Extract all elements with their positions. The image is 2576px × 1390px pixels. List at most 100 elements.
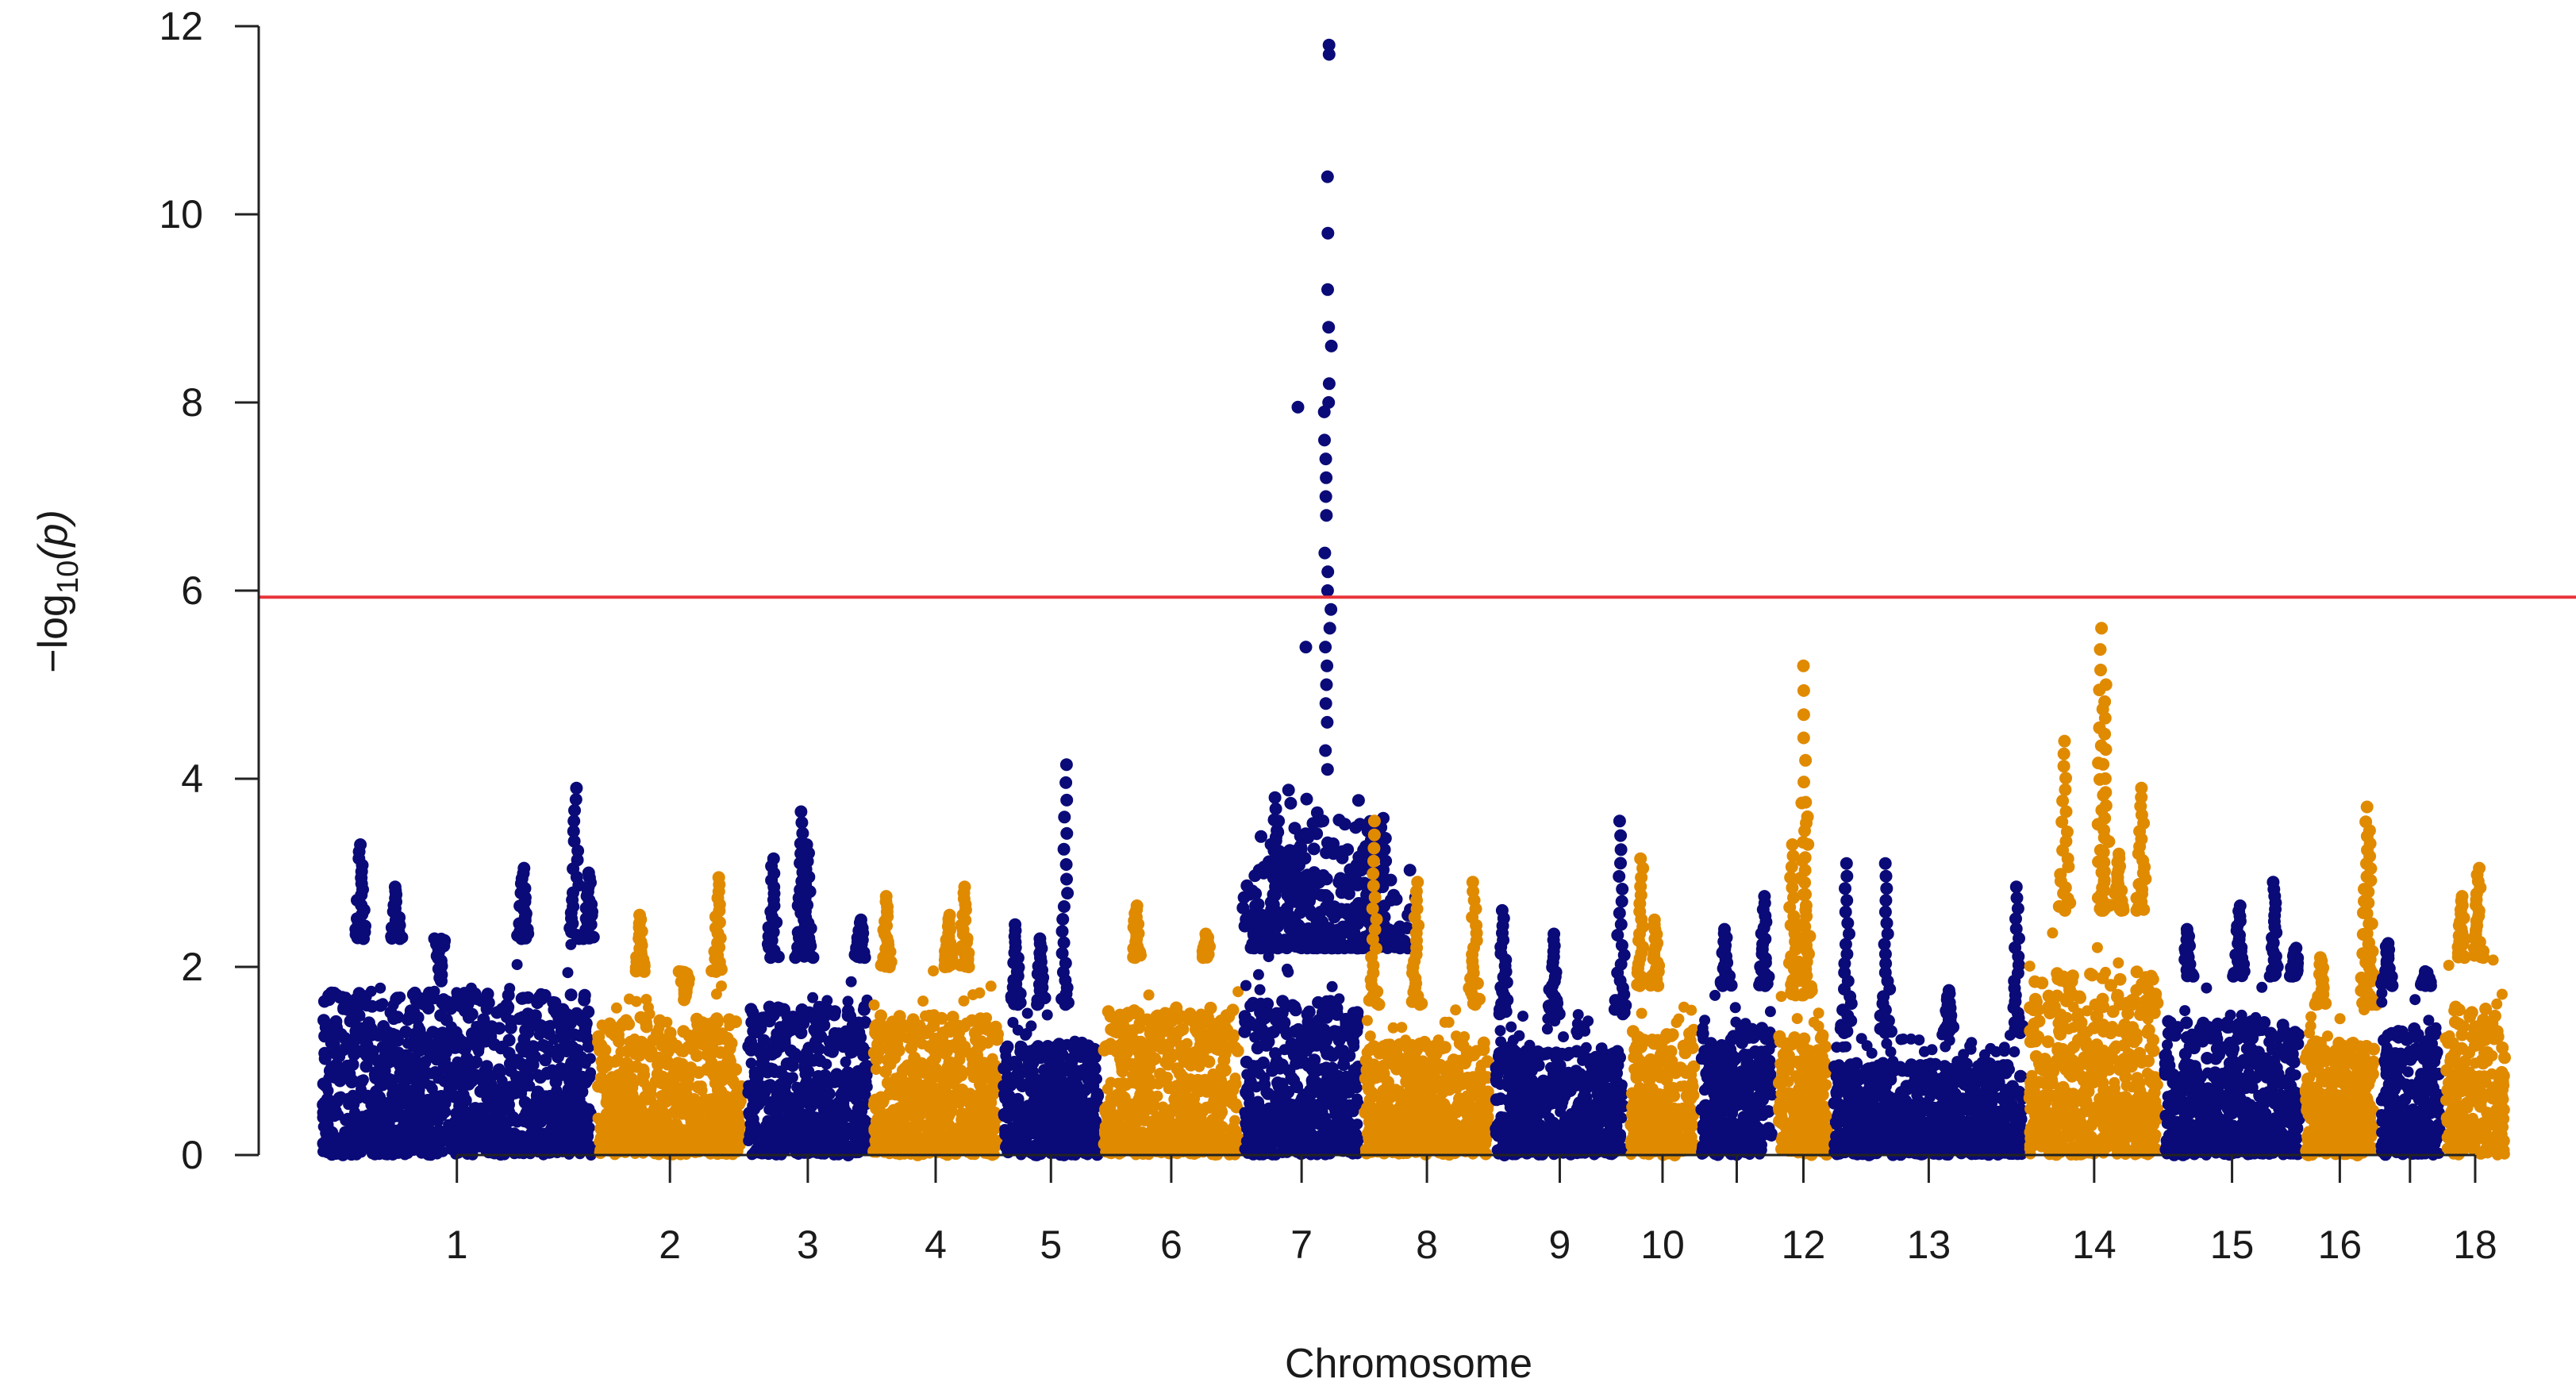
snp-point	[402, 1096, 415, 1110]
significant-peak-chromosome-7	[1236, 38, 1422, 955]
snp-point	[653, 1014, 667, 1027]
snp-point	[1079, 1100, 1093, 1114]
snp-point	[348, 1034, 361, 1047]
snp-point	[610, 1002, 622, 1014]
snp-point	[517, 861, 531, 875]
snp-point	[730, 1120, 744, 1134]
snp-point	[502, 988, 515, 1002]
snp-point	[770, 1122, 783, 1136]
snp-point	[569, 793, 582, 807]
snp-point	[859, 1075, 872, 1088]
snp-point	[345, 1076, 359, 1089]
snp-point	[413, 1023, 426, 1037]
snp-point	[582, 866, 595, 880]
snp-point	[1218, 1064, 1232, 1077]
snp-point	[345, 1096, 359, 1109]
snp-point	[963, 1146, 975, 1158]
snp-point	[1163, 1146, 1176, 1160]
snp-point	[723, 1054, 736, 1068]
snp-point	[1001, 1105, 1014, 1119]
snp-point	[1041, 1040, 1055, 1053]
snp-point	[580, 1126, 594, 1139]
snp-point	[663, 1026, 677, 1040]
snp-point	[479, 1126, 492, 1140]
snp-point	[371, 1134, 385, 1148]
snp-point	[793, 1133, 806, 1146]
snp-point	[533, 1071, 547, 1084]
snp-point	[783, 1095, 797, 1108]
snp-point	[569, 1113, 582, 1126]
snp-point	[443, 1028, 456, 1042]
snp-point	[1086, 1132, 1099, 1145]
snp-point	[548, 996, 562, 1010]
snp-point	[1059, 776, 1073, 789]
snp-point	[897, 1117, 910, 1130]
snp-point	[568, 803, 581, 817]
snp-point	[1294, 1139, 1307, 1153]
snp-point	[1217, 1014, 1231, 1027]
snp-point	[535, 1103, 548, 1117]
snp-point	[1001, 1056, 1014, 1069]
snp-point	[525, 1129, 539, 1142]
snp-point	[359, 990, 372, 1003]
snp-point	[1059, 758, 1073, 772]
snp-point	[384, 1006, 398, 1019]
snp-point	[620, 1057, 633, 1070]
snp-point	[940, 1137, 953, 1150]
snp-point	[1282, 966, 1294, 978]
snp-point	[880, 1027, 894, 1041]
snp-point	[634, 1011, 648, 1024]
snp-point	[1057, 842, 1071, 856]
snp-point	[984, 1084, 998, 1097]
snp-point	[965, 1065, 978, 1078]
snp-point	[359, 1060, 373, 1073]
snp-point	[1315, 1140, 1328, 1153]
snp-point	[1348, 1074, 1362, 1088]
snp-point	[394, 1060, 407, 1073]
snp-point	[407, 1005, 421, 1018]
snp-point	[1058, 811, 1071, 824]
snp-point	[352, 1009, 366, 1022]
snp-point	[563, 1040, 577, 1053]
snp-point	[1074, 1128, 1087, 1142]
snp-point	[1334, 1044, 1348, 1057]
snp-point	[792, 1011, 805, 1025]
snp-point	[555, 1025, 568, 1038]
snp-point	[598, 1043, 612, 1057]
snp-point	[387, 1140, 401, 1153]
snp-point	[640, 994, 652, 1005]
snp-point	[901, 1142, 914, 1155]
snp-point	[563, 1137, 576, 1150]
chromosome-1-points	[317, 781, 600, 1161]
snp-point	[881, 1076, 894, 1090]
snp-point	[705, 1107, 717, 1121]
snp-point	[1268, 791, 1282, 804]
snp-point	[569, 1050, 582, 1064]
snp-point	[1263, 1146, 1276, 1160]
snp-point	[1247, 996, 1259, 1010]
snp-point	[794, 1107, 807, 1121]
snp-point	[481, 988, 494, 1001]
snp-point	[579, 1140, 593, 1153]
snp-point	[786, 1059, 799, 1072]
snp-point	[518, 1095, 532, 1109]
snp-point	[671, 1057, 685, 1070]
snp-point	[648, 1111, 660, 1124]
snp-point	[981, 1022, 994, 1036]
snp-point	[595, 1055, 609, 1068]
snp-point	[354, 838, 367, 851]
snp-point	[1150, 1034, 1163, 1048]
snp-point	[807, 1053, 821, 1067]
snp-point	[1254, 984, 1266, 995]
snp-point	[344, 1148, 358, 1161]
snp-point	[1201, 1011, 1214, 1024]
snp-point	[685, 1115, 698, 1129]
snp-point	[418, 1056, 432, 1069]
snp-point	[794, 805, 808, 818]
snp-point	[1228, 1041, 1242, 1054]
snp-point	[1011, 1068, 1024, 1081]
snp-point	[1139, 1083, 1152, 1096]
snp-point	[1320, 1126, 1333, 1140]
snp-point	[969, 1099, 982, 1113]
snp-point	[1223, 1141, 1236, 1154]
